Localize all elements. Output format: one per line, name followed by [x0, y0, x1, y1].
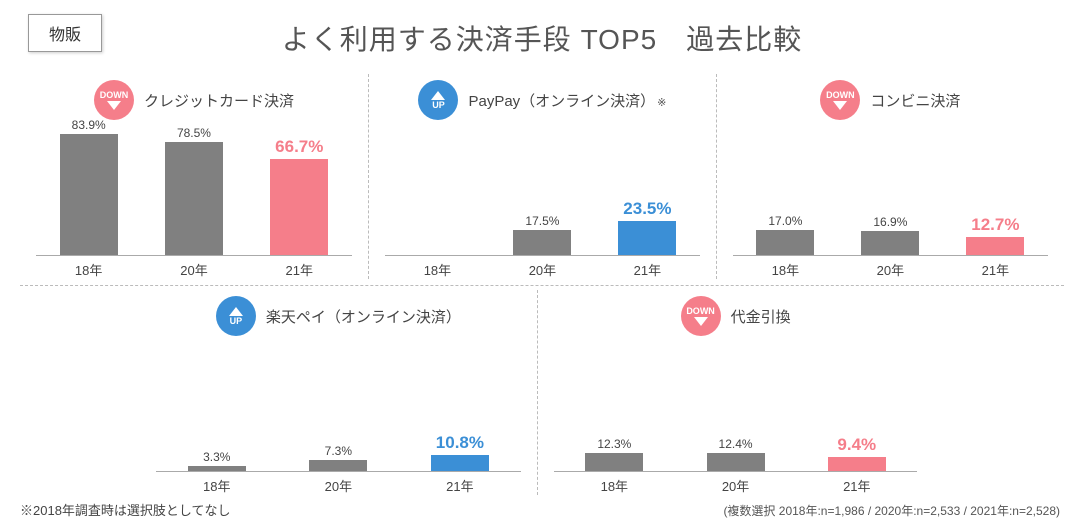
- bar-label: 17.0%: [768, 214, 802, 228]
- panel-conv: DOWN コンビニ決済 17.0% 16.9% 12.7% 18年 20年 21年: [716, 74, 1064, 279]
- x-axis-label: 18年: [177, 476, 257, 495]
- x-axis-label: 21年: [817, 476, 897, 495]
- bar-label: 10.8%: [436, 433, 484, 453]
- charts-container: DOWNクレジットカード決済83.9%78.5%66.7%18年20年21年UP…: [20, 74, 1064, 495]
- panel-title: 楽天ペイ（オンライン決済）: [266, 306, 461, 327]
- bar: [707, 453, 765, 471]
- arrow-down-icon: DOWN: [681, 296, 721, 336]
- arrow-up-icon: UP: [216, 296, 256, 336]
- bar-group: [397, 253, 477, 255]
- arrow-down-icon: DOWN: [94, 80, 134, 120]
- bar-label: 9.4%: [837, 435, 876, 455]
- x-axis: 18年 20年 21年: [554, 476, 918, 495]
- panel-credit: DOWN クレジットカード決済 83.9% 78.5% 66.7% 18年 20年 21年: [20, 74, 368, 279]
- bar-group: 78.5%: [154, 126, 234, 255]
- x-axis-label: 20年: [502, 260, 582, 279]
- x-axis-label: 21年: [420, 476, 500, 495]
- panel-cod: DOWN 代金引換 12.3% 12.4% 9.4% 18年 20年 21年: [537, 290, 934, 495]
- x-axis: 18年 20年 21年: [385, 260, 700, 279]
- x-axis: 18年 20年 21年: [733, 260, 1048, 279]
- panel-title: クレジットカード決済: [144, 90, 294, 111]
- bar-group: 10.8%: [420, 433, 500, 471]
- x-axis-label: 18年: [397, 260, 477, 279]
- panel-title: コンビニ決済: [870, 90, 960, 111]
- bar-group: 23.5%: [607, 199, 687, 255]
- x-axis-label: 21年: [955, 260, 1035, 279]
- bar-label: 83.9%: [72, 118, 106, 132]
- bar-group: 17.5%: [502, 214, 582, 255]
- x-axis-label: 21年: [259, 260, 339, 279]
- bar-group: 83.9%: [49, 118, 129, 255]
- page-title: よく利用する決済手段 TOP5 過去比較: [20, 18, 1064, 58]
- bar-group: 12.7%: [955, 215, 1035, 255]
- bar: [309, 460, 367, 471]
- x-axis-label: 20年: [154, 260, 234, 279]
- bar: [861, 231, 919, 255]
- x-axis: 18年 20年 21年: [36, 260, 352, 279]
- bar: [828, 457, 886, 471]
- bar-group: 12.3%: [574, 437, 654, 471]
- bar-chart: 83.9%78.5%66.7%: [36, 126, 352, 256]
- bar-label: 78.5%: [177, 126, 211, 140]
- bar-group: 9.4%: [817, 435, 897, 471]
- bar: [431, 455, 489, 471]
- x-axis-label: 20年: [298, 476, 378, 495]
- bar: [513, 230, 571, 255]
- bar: [585, 453, 643, 471]
- bar-label: 16.9%: [873, 215, 907, 229]
- bar-chart: 3.3% 7.3% 10.8%: [156, 342, 521, 472]
- bar-group: 17.0%: [745, 214, 825, 255]
- bar-label: 17.5%: [525, 214, 559, 228]
- panel-title: 代金引換: [731, 306, 791, 327]
- x-axis-label: 18年: [745, 260, 825, 279]
- x-axis-label: 18年: [574, 476, 654, 495]
- x-axis-label: 20年: [850, 260, 930, 279]
- bar-chart: 12.3% 12.4% 9.4%: [554, 342, 918, 472]
- arrow-up-icon: UP: [418, 80, 458, 120]
- bar-label: 66.7%: [275, 137, 323, 157]
- footnote-right: (複数選択 2018年:n=1,986 / 2020年:n=2,533 / 20…: [723, 502, 1060, 519]
- x-axis: 18年 20年 21年: [156, 476, 521, 495]
- x-axis-label: 21年: [607, 260, 687, 279]
- bar-label: 12.4%: [719, 437, 753, 451]
- bar-group: 3.3%: [177, 450, 257, 471]
- category-tag: 物販: [28, 14, 102, 52]
- arrow-down-icon: DOWN: [820, 80, 860, 120]
- bar-group: 12.4%: [696, 437, 776, 471]
- footnote-left: ※2018年調査時は選択肢としてなし: [20, 500, 231, 519]
- x-axis-label: 20年: [696, 476, 776, 495]
- bar: [270, 159, 328, 255]
- bar-label: 3.3%: [203, 450, 230, 464]
- panel-title: PayPay（オンライン決済）※: [468, 90, 666, 111]
- panel-paypay: UP PayPay（オンライン決済）※ 17.5% 23.5% 18年 20年 21年: [368, 74, 716, 279]
- bar: [756, 230, 814, 255]
- x-axis-label: 18年: [49, 260, 129, 279]
- bar-group: 16.9%: [850, 215, 930, 255]
- bar-group: 66.7%: [259, 137, 339, 255]
- bar: [966, 237, 1024, 255]
- panel-rakuten: UP 楽天ペイ（オンライン決済） 3.3% 7.3% 10.8% 18年 20年 21年: [140, 290, 537, 495]
- bar: [188, 466, 246, 471]
- bar-label: 7.3%: [325, 444, 352, 458]
- bar-label: 12.3%: [597, 437, 631, 451]
- bar-label: 23.5%: [623, 199, 671, 219]
- bar-label: 12.7%: [971, 215, 1019, 235]
- bar: [618, 221, 676, 255]
- bar-chart: 17.5% 23.5%: [385, 126, 700, 256]
- bar-chart: 17.0% 16.9% 12.7%: [733, 126, 1048, 256]
- bar-group: 7.3%: [298, 444, 378, 471]
- bar: [165, 142, 223, 255]
- bar: [60, 134, 118, 255]
